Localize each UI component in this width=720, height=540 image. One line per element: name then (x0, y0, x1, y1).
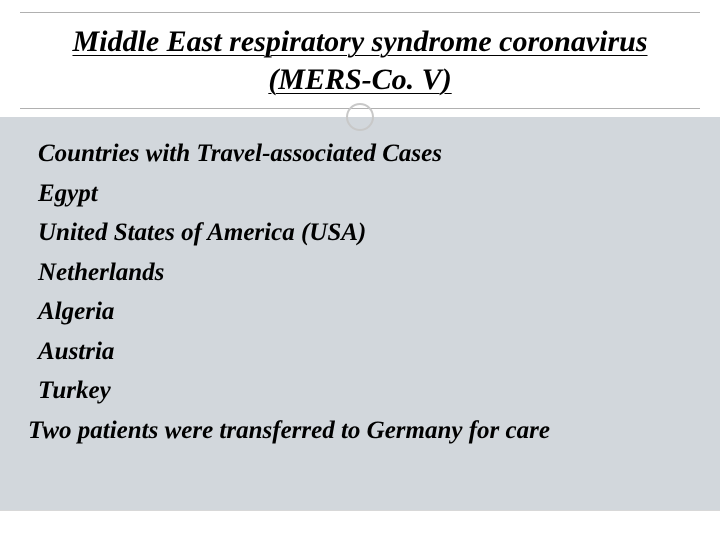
content-note: Two patients were transferred to Germany… (28, 412, 692, 450)
footer-bar (0, 510, 720, 540)
list-item: Algeria (28, 293, 692, 331)
list-item: Austria (28, 333, 692, 371)
list-item: United States of America (USA) (28, 214, 692, 252)
divider-top (20, 12, 700, 13)
list-item: Egypt (28, 175, 692, 213)
content-heading: Countries with Travel-associated Cases (28, 135, 692, 173)
list-item: Turkey (28, 372, 692, 410)
slide-container: Middle East respiratory syndrome coronav… (0, 0, 720, 540)
content-area: Countries with Travel-associated Cases E… (0, 117, 720, 510)
list-item: Netherlands (28, 254, 692, 292)
title-area: Middle East respiratory syndrome coronav… (0, 0, 720, 117)
slide-title: Middle East respiratory syndrome coronav… (20, 17, 700, 104)
circle-decoration-icon (346, 103, 374, 131)
